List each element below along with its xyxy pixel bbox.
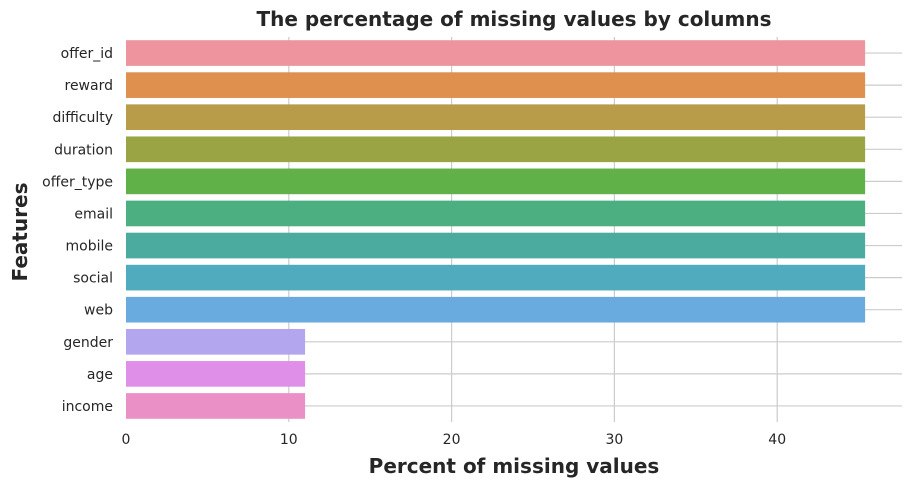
x-tick-label: 10	[280, 432, 298, 448]
bar-difficulty	[126, 104, 866, 131]
y-tick-label: email	[74, 206, 113, 222]
bar-duration	[126, 136, 866, 163]
bar-offer-id	[126, 40, 866, 66]
y-tick-label: age	[87, 367, 113, 383]
bar-income	[126, 393, 306, 419]
x-tick-labels: 0 10 20 30 40	[122, 432, 787, 448]
y-tick-label: web	[84, 303, 113, 319]
bar-gender	[126, 328, 306, 355]
y-tick-label: offer_type	[42, 174, 113, 190]
y-tick-label: gender	[63, 335, 113, 351]
bar-offer-type	[126, 168, 866, 195]
bar-reward	[126, 72, 866, 98]
y-tick-label: reward	[65, 78, 114, 94]
x-tick-label: 30	[605, 432, 623, 448]
bar-mobile	[126, 232, 866, 259]
y-tick-label: social	[73, 271, 113, 287]
x-axis-label: Percent of missing values	[369, 454, 660, 478]
y-tick-label: income	[62, 399, 113, 415]
x-tick-label: 40	[768, 432, 786, 448]
y-tick-label: difficulty	[52, 110, 113, 126]
x-tick-label: 20	[443, 432, 461, 448]
chart-title: The percentage of missing values by colu…	[256, 7, 771, 31]
bars	[126, 40, 866, 419]
y-axis-label: Features	[8, 182, 32, 281]
y-tick-label: offer_id	[61, 46, 113, 62]
bar-email	[126, 200, 866, 227]
y-tick-label: mobile	[66, 239, 113, 255]
y-tick-label: duration	[54, 142, 113, 158]
bar-age	[126, 361, 306, 387]
bar-web	[126, 296, 866, 323]
bar-social	[126, 264, 866, 291]
x-tick-label: 0	[122, 432, 131, 448]
